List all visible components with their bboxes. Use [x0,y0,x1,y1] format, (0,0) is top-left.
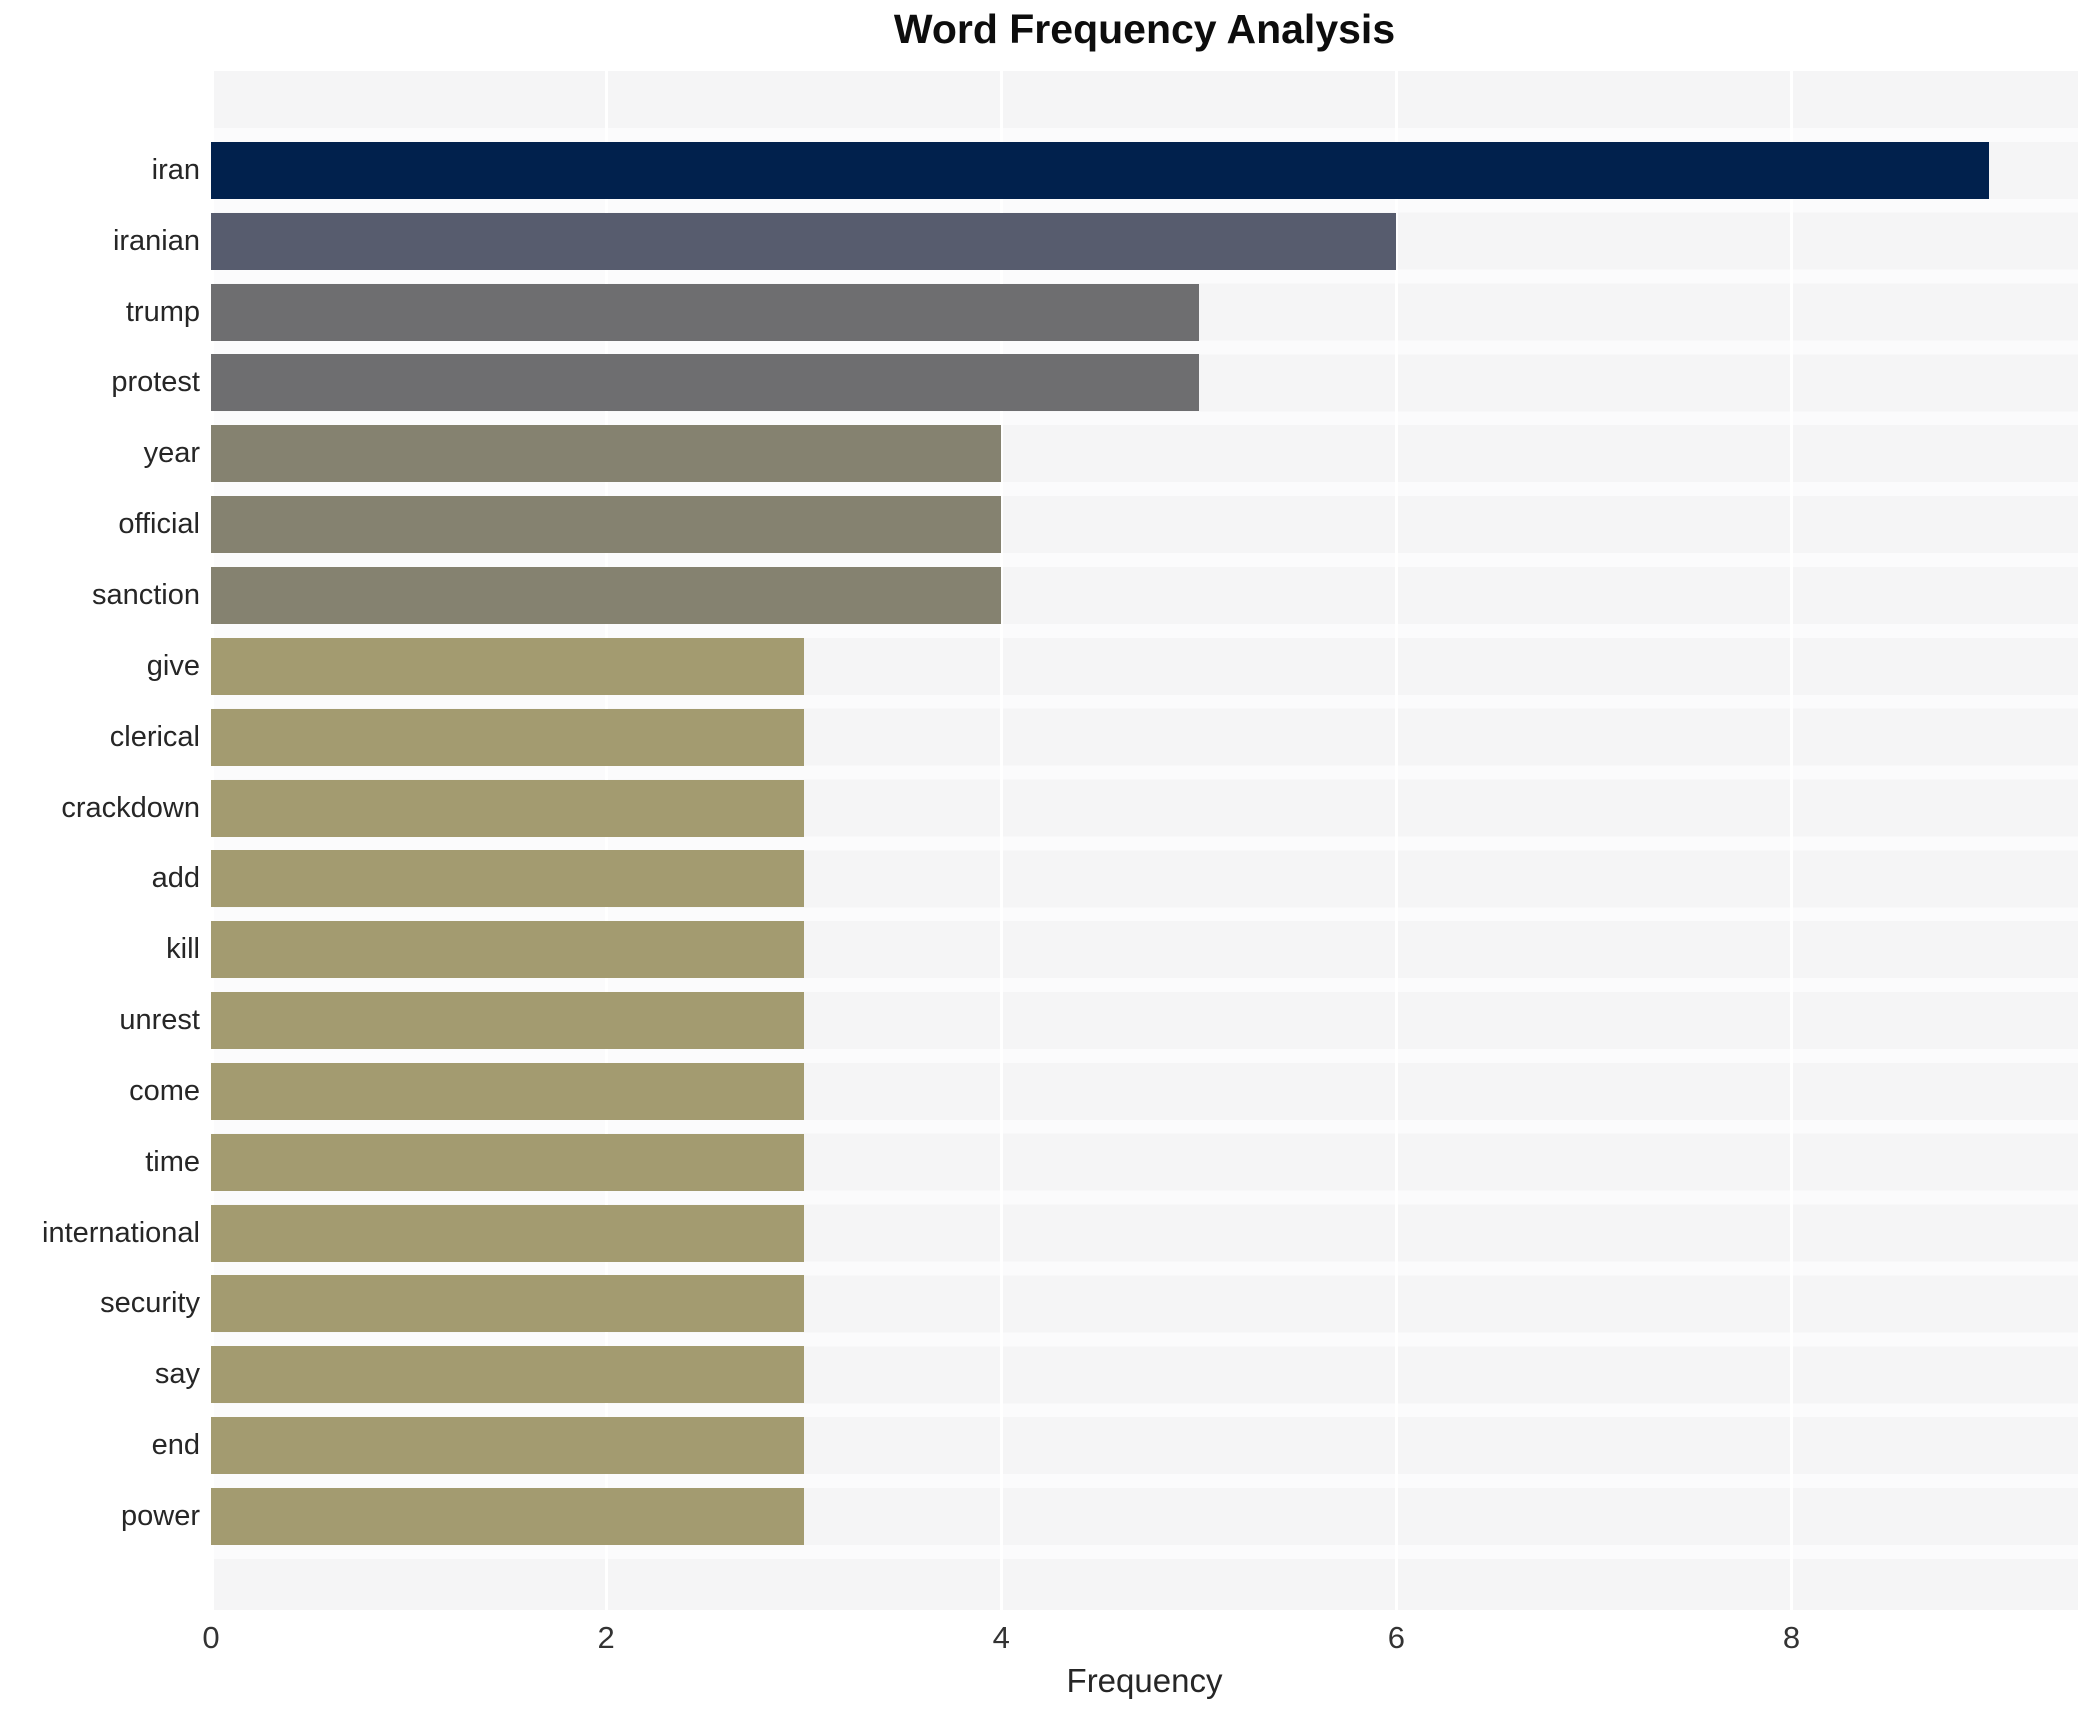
bar-come [211,1062,804,1120]
y-axis-label-year: year [143,437,200,470]
y-axis-label-trump: trump [125,295,200,328]
bar-say [211,1346,804,1404]
bar-add [211,850,804,908]
bar-power [211,1488,804,1545]
y-axis-label-crackdown: crackdown [61,791,200,824]
bar-clerical [211,708,804,766]
x-tick-label: 0 [202,1620,220,1655]
x-tick-label: 6 [1387,1620,1406,1655]
bar-official [211,496,1002,554]
bar-time [211,1133,804,1191]
bar-unrest [211,992,804,1050]
gridline [211,71,214,1610]
bar-kill [211,921,804,979]
x-tick-label: 8 [1782,1620,1801,1655]
gridline [1790,71,1794,1610]
y-axis-label-give: give [146,649,200,682]
gridline [999,71,1003,1610]
y-axis-label-say: say [154,1358,200,1391]
x-tick-label: 4 [992,1620,1010,1655]
y-axis-label-iran: iran [151,153,200,186]
y-axis-label-sanction: sanction [91,578,200,611]
y-axis-label-kill: kill [166,933,200,966]
y-axis-label-protest: protest [111,366,200,399]
y-axis-label-security: security [100,1287,200,1320]
bar-end [211,1417,804,1475]
y-axis-label-come: come [129,1074,200,1107]
bar-sanction [211,566,1002,624]
plot-area [211,71,2078,1610]
x-axis-label: Frequency [1066,1662,1223,1699]
y-axis-label-power: power [121,1500,200,1532]
chart-title: Word Frequency Analysis [893,6,1396,52]
bar-give [211,637,804,695]
y-axis-label-iranian: iranian [112,224,200,257]
gridline [604,71,608,1610]
x-tick-label: 2 [597,1620,615,1655]
y-axis-label-international: international [42,1216,200,1249]
bar-international [211,1204,804,1262]
y-axis-label-official: official [118,508,200,541]
bar-iran [211,141,1990,199]
y-axis-label-clerical: clerical [109,720,200,753]
y-axis-label-time: time [145,1145,200,1178]
y-axis-label-unrest: unrest [119,1004,200,1037]
gridline [1394,71,1398,1610]
bar-trump [211,283,1199,341]
y-axis-label-end: end [151,1429,200,1462]
bar-year [211,425,1002,483]
bar-crackdown [211,779,804,837]
bar-iranian [211,212,1397,270]
bar-protest [211,354,1199,412]
y-axis-label-add: add [151,862,200,895]
bar-security [211,1275,804,1333]
